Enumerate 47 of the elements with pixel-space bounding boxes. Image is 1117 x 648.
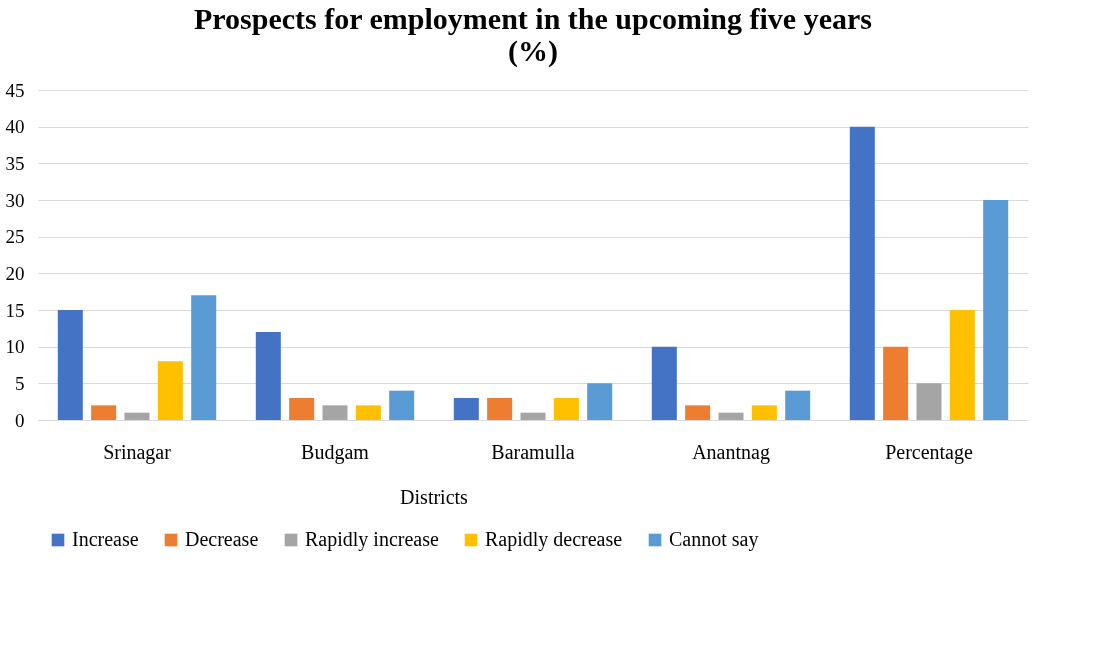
bar [949,310,975,420]
bar [785,390,811,420]
bar [685,405,711,420]
bar [91,405,117,420]
legend-label: Rapidly increase [305,528,439,551]
bar [520,412,546,420]
x-tick-label: Percentage [885,441,973,464]
bar [255,332,281,420]
bar [849,126,875,420]
bar [587,383,613,420]
bar [355,405,381,420]
bar [883,346,909,420]
bar [983,200,1009,420]
y-tick-label: 30 [5,189,25,211]
y-tick-label: 0 [15,409,25,431]
bar [289,398,315,420]
bar [751,405,777,420]
legend-label: Decrease [185,528,259,550]
y-tick-label: 40 [5,116,25,138]
legend-label: Increase [72,528,139,550]
legend-label: Rapidly decrease [485,528,623,551]
bar [916,383,942,420]
x-tick-label: Anantnag [692,441,770,464]
x-tick-label: Baramulla [491,441,575,463]
bar [487,398,513,420]
y-tick-label: 35 [5,152,25,174]
bar [322,405,348,420]
y-tick-label: 10 [5,336,25,358]
bar [389,390,415,420]
legend-label: Cannot say [669,528,759,551]
x-tick-label: Srinagar [103,441,172,464]
bar [453,398,479,420]
bar [718,412,744,420]
chart-title: Prospects for employment in the upcoming five years (%) [194,2,872,68]
y-tick-label: 45 [5,79,25,101]
bar [191,295,217,420]
y-tick-label: 20 [5,262,25,284]
bar [124,412,150,420]
y-tick-label: 25 [5,226,25,248]
bar [553,398,579,420]
x-tick-label: Budgam [301,441,370,464]
bar [157,361,183,420]
y-tick-label: 15 [5,299,25,321]
bar [651,346,677,420]
x-axis-title: Districts [400,486,469,508]
y-tick-label: 5 [15,372,25,394]
bar [57,310,83,420]
